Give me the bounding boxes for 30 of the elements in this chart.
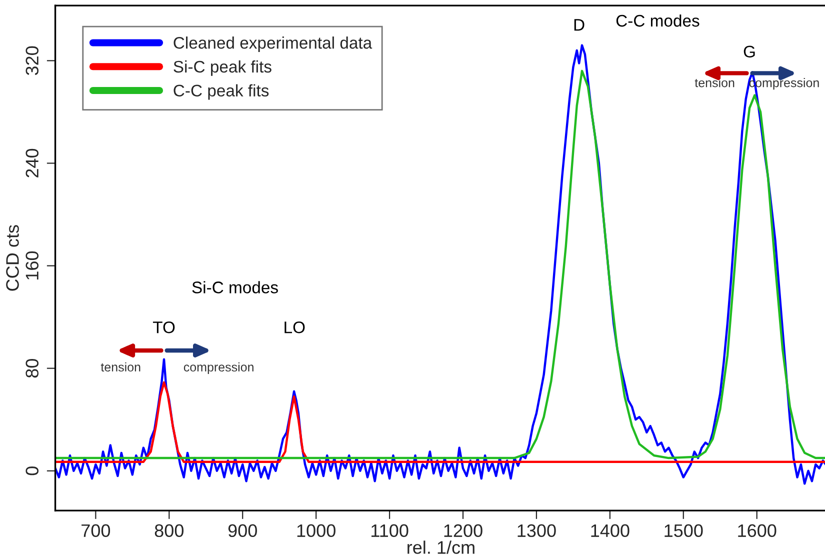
y-tick-label: 240: [26, 148, 39, 178]
x-tick-label: 1600: [738, 524, 776, 538]
x-tick-label: 1100: [372, 524, 408, 538]
x-tick-label: 800: [154, 524, 184, 538]
x-tick-label: 900: [228, 524, 257, 538]
annotation: LO: [284, 321, 305, 334]
x-tick-label: 700: [82, 524, 110, 538]
annotation: compression: [184, 362, 254, 374]
legend-label: Cleaned experimental data: [174, 36, 372, 52]
y-tick-label: 160: [26, 251, 39, 280]
y-tick-label: 320: [26, 46, 39, 76]
annotation: D: [574, 19, 584, 31]
x-tick-label: 1500: [664, 524, 703, 538]
legend-label: Si-C peak fits: [174, 60, 272, 76]
legend-label: C-C peak fits: [174, 84, 269, 100]
x-tick-label: 1200: [444, 524, 482, 538]
y-tick-label: 0: [26, 466, 39, 476]
annotation: C-C modes: [616, 14, 700, 27]
y-tick-label: 80: [26, 358, 39, 378]
x-tick-label: 1300: [518, 524, 556, 538]
x-tick-label: 1400: [591, 524, 630, 538]
x-tick-label: 1000: [297, 524, 336, 538]
x-axis-title: rel. 1/cm: [408, 540, 474, 554]
annotation: tension: [100, 362, 140, 372]
y-axis-title: CCD cts: [6, 225, 19, 291]
annotation: TO: [152, 321, 175, 334]
annotation: tension: [694, 78, 734, 88]
annotation: Si-C modes: [192, 281, 278, 294]
annotation: G: [744, 46, 755, 58]
line-series: [55, 381, 825, 463]
